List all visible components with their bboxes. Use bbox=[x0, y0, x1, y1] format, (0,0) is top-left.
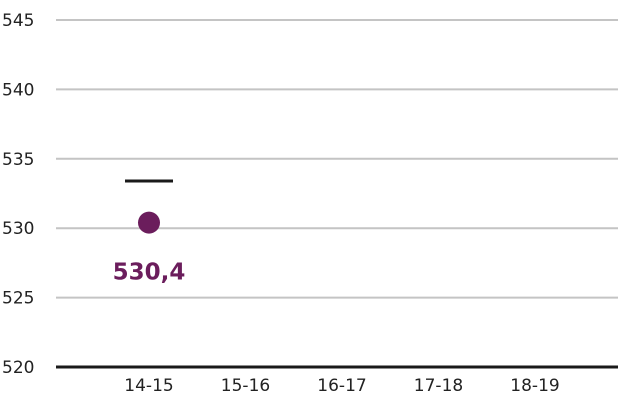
data-marks: 530,4 bbox=[113, 179, 186, 286]
y-axis-ticks: 545 540 535 530 525 520 bbox=[2, 11, 34, 378]
y-tick-label-520: 520 bbox=[2, 358, 34, 378]
y-tick-label-535: 535 bbox=[2, 150, 34, 170]
gridlines bbox=[56, 19, 618, 369]
y-tick-label-540: 540 bbox=[2, 80, 34, 100]
x-axis-ticks: 14-15 15-16 16-17 17-18 18-19 bbox=[124, 376, 559, 396]
x-tick-label-18-19: 18-19 bbox=[510, 376, 559, 396]
y-tick-label-525: 525 bbox=[2, 289, 34, 309]
x-tick-label-17-18: 17-18 bbox=[414, 376, 463, 396]
data-point-14-15 bbox=[138, 211, 160, 234]
data-label-14-15: 530,4 bbox=[113, 260, 186, 286]
y-tick-label-545: 545 bbox=[2, 11, 34, 31]
x-tick-label-15-16: 15-16 bbox=[221, 376, 270, 396]
x-tick-label-14-15: 14-15 bbox=[124, 376, 173, 396]
x-tick-label-16-17: 16-17 bbox=[317, 376, 366, 396]
y-tick-label-530: 530 bbox=[2, 219, 34, 239]
